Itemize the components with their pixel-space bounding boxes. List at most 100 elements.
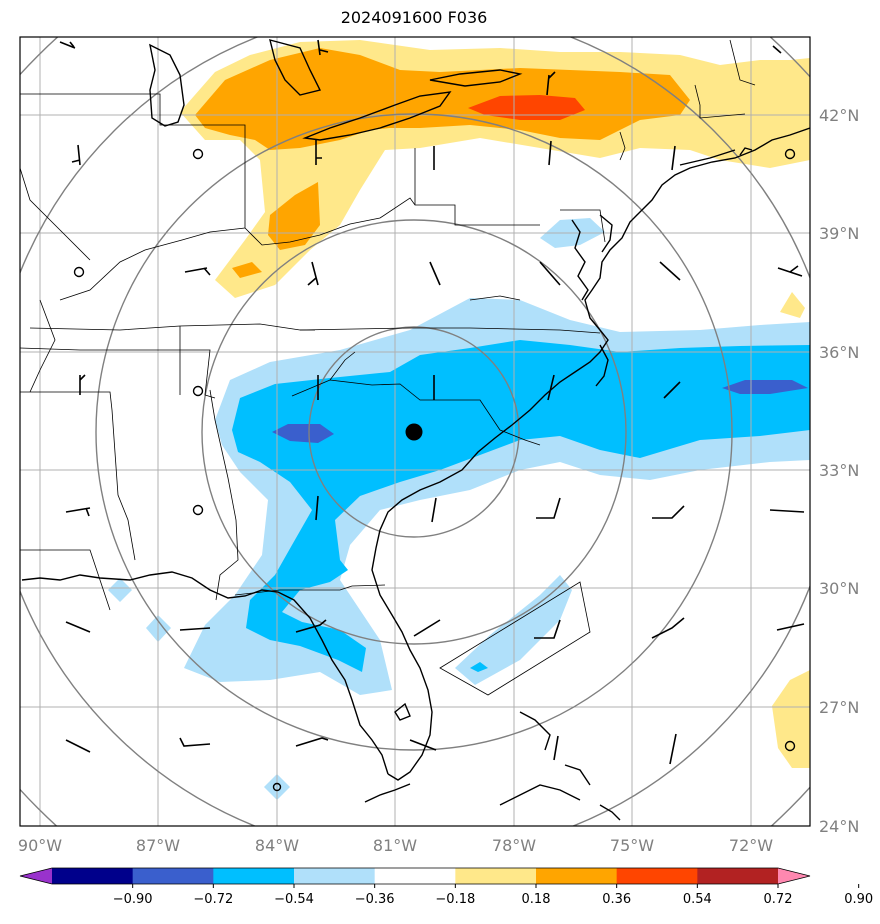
wind-barb — [184, 267, 211, 276]
center-marker — [405, 423, 423, 441]
wind-barb — [777, 265, 803, 277]
colorbar-extend-max — [778, 868, 810, 884]
lake-okeechobee — [394, 702, 411, 721]
calm-circle — [272, 782, 282, 792]
lat-label: 27°N — [819, 698, 859, 717]
lake-ontario — [429, 69, 523, 87]
wind-barb — [315, 495, 319, 521]
light-blue-diamond-1 — [108, 578, 132, 602]
orange-area-small — [232, 262, 262, 278]
calm-station-markers — [73, 148, 796, 792]
medium-blue-area-2 — [722, 380, 808, 394]
wind-barb — [659, 261, 681, 281]
lat-label: 24°N — [819, 817, 859, 836]
colorbar-segment — [455, 868, 537, 884]
bahamas-3 — [599, 804, 621, 821]
wind-barb — [413, 619, 441, 637]
gulf-coast — [21, 571, 389, 775]
colorbar-segment — [697, 868, 779, 884]
lat-label: 36°N — [819, 343, 859, 362]
colorbar-segment — [616, 868, 698, 884]
wind-barb — [546, 71, 556, 96]
longitude-labels: 90°W 87°W 84°W 81°W 78°W 75°W 72°W — [18, 836, 773, 855]
negative-field — [108, 218, 810, 800]
state-borders — [20, 39, 756, 611]
wind-barb — [534, 619, 561, 639]
wind-barb — [295, 737, 329, 747]
blue-area-se-spot — [470, 662, 488, 672]
wind-barb — [429, 261, 441, 286]
lon-label: 90°W — [18, 836, 62, 855]
colorbar-tick-label: −0.18 — [435, 892, 475, 907]
colorbar-extend-min — [20, 868, 52, 884]
colorbar-tick-label: −0.90 — [113, 892, 153, 907]
lake-erie — [302, 91, 452, 141]
wind-barb — [179, 627, 211, 631]
latitude-labels: 42°N 39°N 36°N 33°N 30°N 27°N 24°N — [819, 106, 859, 836]
offshore-region-outline — [439, 581, 591, 696]
colorbar-tick-label: 0.54 — [683, 892, 712, 907]
medium-blue-area-1 — [272, 424, 334, 443]
wind-barb — [769, 509, 805, 513]
colorbar-outline — [19, 867, 811, 885]
lon-label: 75°W — [610, 836, 654, 855]
wind-barb — [663, 381, 681, 399]
lon-label: 87°W — [136, 836, 180, 855]
colorbar-segment — [294, 868, 376, 884]
colorbar-segment — [213, 868, 295, 884]
chesapeake-bay — [571, 219, 589, 301]
wind-barb — [652, 505, 685, 519]
colorbar-tick-label: 0.18 — [522, 892, 551, 907]
keys — [364, 783, 411, 803]
colorbar-tick-label: 0.90 — [844, 892, 873, 907]
wind-barb — [548, 140, 552, 166]
map-frame — [19, 36, 811, 827]
lat-label: 30°N — [819, 579, 859, 598]
coastlines — [21, 39, 810, 821]
wind-barb — [409, 739, 437, 751]
wind-barb — [671, 145, 676, 171]
colorbar-tick-label: 0.72 — [764, 892, 793, 907]
yellow-area-east-1 — [780, 292, 805, 318]
wind-barb — [79, 374, 86, 395]
calm-circle — [192, 148, 204, 160]
wind-barb — [59, 41, 76, 49]
wind-barb — [553, 735, 559, 761]
wind-barb — [547, 374, 555, 401]
lon-label: 78°W — [492, 836, 536, 855]
colorbar-segment — [52, 868, 134, 884]
lake-huron — [269, 39, 322, 96]
atlantic-coast — [371, 127, 810, 781]
range-ring-2 — [201, 219, 627, 645]
wind-barb — [539, 261, 561, 286]
delaware-bay — [599, 214, 613, 253]
lat-label: 33°N — [819, 461, 859, 480]
lake-michigan — [149, 43, 185, 127]
lon-label: 84°W — [255, 836, 299, 855]
wind-barbs — [59, 39, 805, 765]
colorbar-tick-label: −0.36 — [355, 892, 395, 907]
wind-barb — [431, 497, 437, 523]
blue-area — [232, 340, 810, 672]
colorbar-segment — [132, 868, 214, 884]
colorbar-tick-label: −0.54 — [274, 892, 314, 907]
bahamas-2 — [564, 764, 591, 786]
yellow-area-east-2 — [772, 670, 810, 768]
lat-label: 39°N — [819, 224, 859, 243]
outer-banks — [595, 344, 609, 387]
lon-label: 81°W — [373, 836, 417, 855]
wind-barb — [315, 140, 322, 165]
wind-barb — [317, 39, 329, 56]
wind-barb — [71, 144, 81, 166]
wind-barb — [65, 621, 91, 633]
bahamas-1 — [519, 711, 551, 751]
colorbar-segment — [374, 868, 456, 884]
orange-area-north — [195, 48, 690, 150]
wind-barb — [65, 739, 91, 753]
wind-barb — [65, 507, 91, 517]
wind-barb — [536, 497, 561, 519]
red-area-north — [468, 95, 585, 120]
wind-barb — [669, 733, 677, 765]
